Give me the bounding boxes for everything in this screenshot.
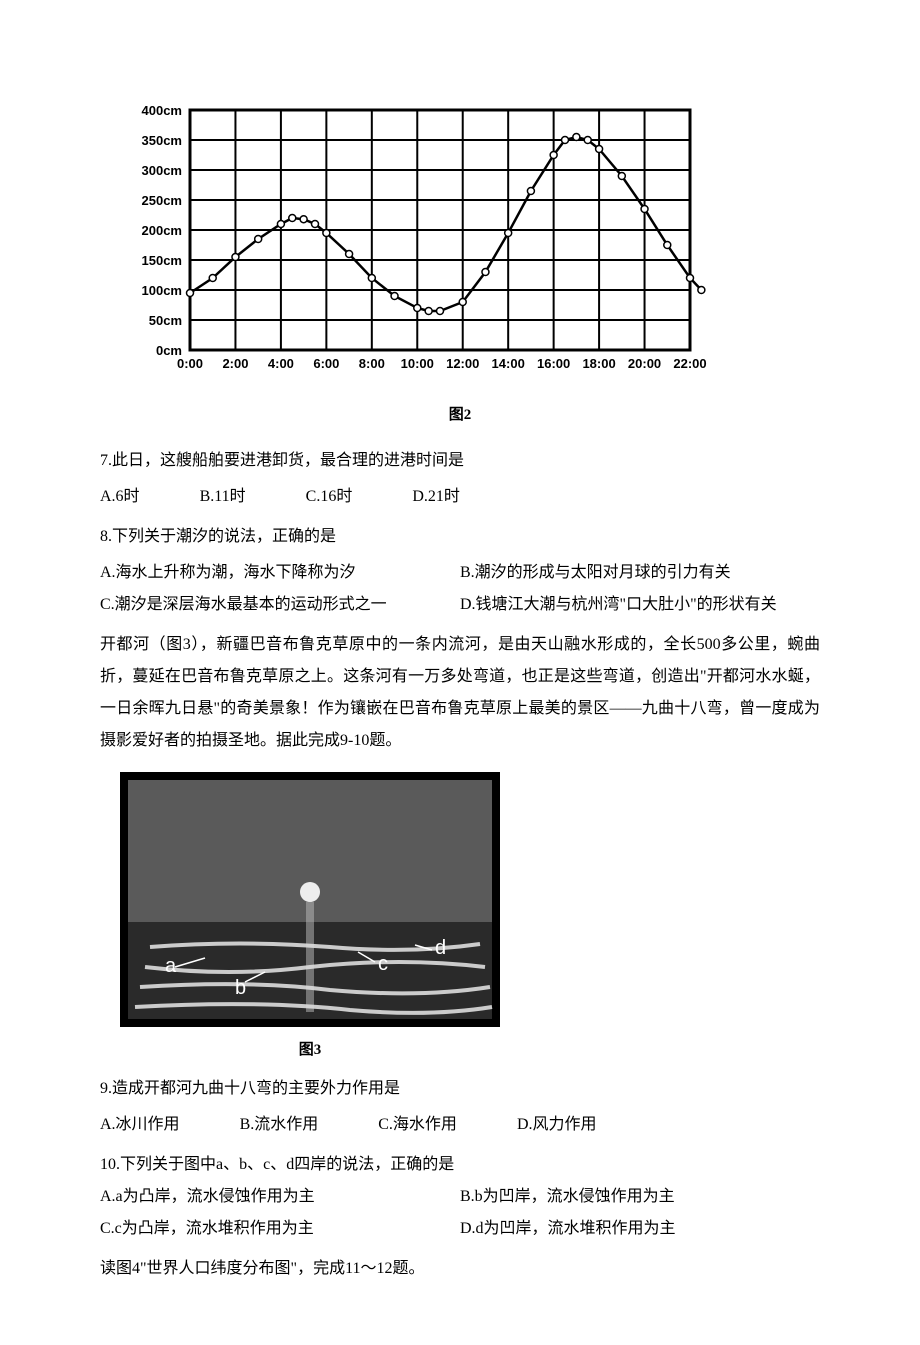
q10-text: 10.下列关于图中a、b、c、d四岸的说法，正确的是: [100, 1149, 820, 1181]
passage-population: 读图4"世界人口纬度分布图"，完成11～12题。: [100, 1253, 820, 1285]
q7-options: A.6时 B.11时 C.16时 D.21时: [100, 481, 820, 513]
q10-opt-c: C.c为凸岸，流水堆积作用为主: [100, 1213, 460, 1245]
svg-text:50cm: 50cm: [149, 313, 182, 328]
q9-text: 9.造成开都河九曲十八弯的主要外力作用是: [100, 1073, 820, 1105]
q9-opt-a: A.冰川作用: [100, 1109, 180, 1141]
svg-text:100cm: 100cm: [142, 283, 182, 298]
chart-caption: 图2: [100, 400, 820, 430]
q7-opt-c: C.16时: [306, 481, 353, 513]
svg-text:12:00: 12:00: [446, 356, 479, 371]
q10-opt-b: B.b为凹岸，流水侵蚀作用为主: [460, 1181, 820, 1213]
q8-text: 8.下列关于潮汐的说法，正确的是: [100, 521, 820, 553]
q9-options: A.冰川作用 B.流水作用 C.海水作用 D.风力作用: [100, 1109, 820, 1141]
svg-text:4:00: 4:00: [268, 356, 294, 371]
q9-opt-d: D.风力作用: [517, 1109, 597, 1141]
passage-kaiduriver: 开都河（图3），新疆巴音布鲁克草原中的一条内流河，是由天山融水形成的，全长500…: [100, 629, 820, 757]
svg-text:0cm: 0cm: [156, 343, 182, 358]
svg-text:250cm: 250cm: [142, 193, 182, 208]
tide-chart: 0:00 2:00 4:00 6:00 8:00 10:00 12:00 14:00 16:00…: [100, 100, 820, 430]
q7-opt-b: B.11时: [200, 481, 246, 513]
q10-options: A.a为凸岸，流水侵蚀作用为主 B.b为凹岸，流水侵蚀作用为主 C.c为凸岸，流…: [100, 1181, 820, 1245]
photo-caption: 图3: [120, 1035, 500, 1065]
q7-opt-d: D.21时: [412, 481, 460, 513]
q8-opt-d: D.钱塘江大潮与杭州湾"口大肚小"的形状有关: [460, 589, 820, 621]
svg-text:a: a: [165, 955, 177, 977]
svg-text:0:00: 0:00: [177, 356, 203, 371]
svg-text:16:00: 16:00: [537, 356, 570, 371]
svg-text:20:00: 20:00: [628, 356, 661, 371]
svg-text:350cm: 350cm: [142, 133, 182, 148]
svg-text:14:00: 14:00: [492, 356, 525, 371]
q10-opt-d: D.d为凹岸，流水堆积作用为主: [460, 1213, 820, 1245]
q9-opt-c: C.海水作用: [378, 1109, 457, 1141]
svg-text:6:00: 6:00: [313, 356, 339, 371]
q8-options: A.海水上升称为潮，海水下降称为汐 B.潮汐的形成与太阳对月球的引力有关 C.潮…: [100, 557, 820, 621]
q9-opt-b: B.流水作用: [240, 1109, 319, 1141]
q7-text: 7.此日，这艘船舶要进港卸货，最合理的进港时间是: [100, 445, 820, 477]
river-photo-container: a b c d 图3: [100, 772, 820, 1065]
svg-text:d: d: [435, 937, 446, 959]
svg-text:2:00: 2:00: [222, 356, 248, 371]
svg-text:150cm: 150cm: [142, 253, 182, 268]
svg-text:22:00: 22:00: [673, 356, 706, 371]
svg-text:b: b: [235, 977, 246, 999]
q7-opt-a: A.6时: [100, 481, 140, 513]
tide-chart-svg: 0:00 2:00 4:00 6:00 8:00 10:00 12:00 14:00 16:00…: [120, 100, 740, 395]
svg-text:c: c: [378, 953, 388, 975]
svg-text:18:00: 18:00: [582, 356, 615, 371]
river-photo-svg: a b c d: [120, 772, 500, 1027]
svg-text:400cm: 400cm: [142, 103, 182, 118]
svg-text:10:00: 10:00: [401, 356, 434, 371]
q10-opt-a: A.a为凸岸，流水侵蚀作用为主: [100, 1181, 460, 1213]
svg-text:8:00: 8:00: [359, 356, 385, 371]
svg-text:200cm: 200cm: [142, 223, 182, 238]
q8-opt-a: A.海水上升称为潮，海水下降称为汐: [100, 557, 460, 589]
q8-opt-b: B.潮汐的形成与太阳对月球的引力有关: [460, 557, 820, 589]
svg-text:300cm: 300cm: [142, 163, 182, 178]
q8-opt-c: C.潮汐是深层海水最基本的运动形式之一: [100, 589, 460, 621]
